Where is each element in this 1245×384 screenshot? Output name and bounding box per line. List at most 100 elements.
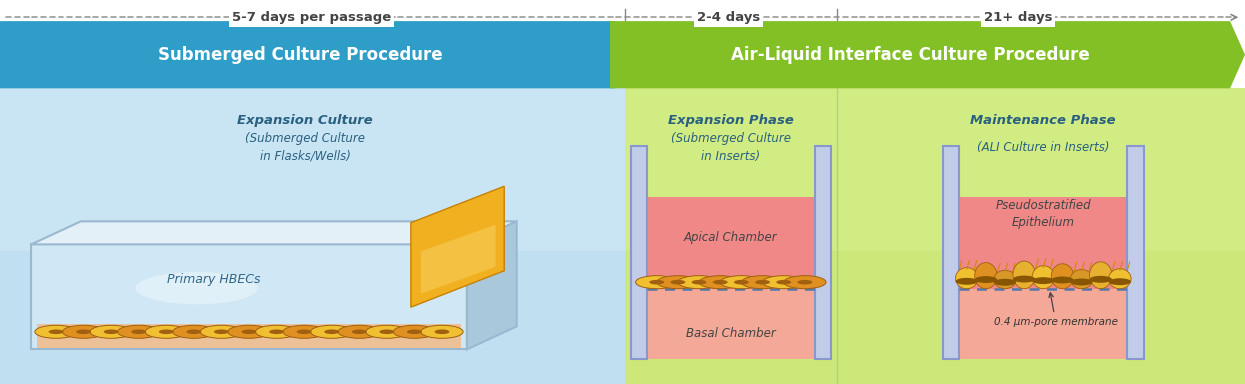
Bar (647, 197, 814, 289)
Circle shape (49, 329, 63, 334)
Ellipse shape (1071, 270, 1093, 289)
Circle shape (90, 325, 132, 338)
Circle shape (103, 329, 118, 334)
Circle shape (679, 276, 720, 289)
Circle shape (407, 329, 422, 334)
Circle shape (366, 325, 408, 338)
Text: Air-Liquid Interface Culture Procedure: Air-Liquid Interface Culture Procedure (731, 46, 1089, 64)
Circle shape (173, 325, 215, 338)
Text: Expansion Phase: Expansion Phase (667, 114, 794, 127)
Circle shape (159, 329, 174, 334)
Circle shape (700, 276, 742, 289)
Circle shape (131, 329, 146, 334)
Circle shape (670, 280, 686, 285)
Circle shape (1032, 277, 1055, 284)
Circle shape (242, 329, 256, 334)
Bar (0, 88, 625, 384)
Bar (630, 146, 647, 359)
Circle shape (1051, 276, 1073, 283)
Ellipse shape (975, 263, 997, 289)
Text: Expansion Culture: Expansion Culture (237, 114, 374, 127)
Circle shape (187, 329, 202, 334)
Text: 0.4 μm-pore membrane: 0.4 μm-pore membrane (994, 293, 1118, 327)
Text: (Submerged Culture
in Inserts): (Submerged Culture in Inserts) (671, 132, 791, 162)
Circle shape (393, 325, 436, 338)
Circle shape (1109, 278, 1130, 285)
Circle shape (1013, 276, 1036, 283)
Circle shape (62, 325, 105, 338)
Bar (0, 88, 625, 251)
Ellipse shape (1032, 266, 1055, 289)
Ellipse shape (1051, 264, 1073, 289)
Bar (1128, 146, 1143, 359)
Ellipse shape (994, 270, 1016, 289)
Circle shape (741, 276, 784, 289)
Circle shape (754, 280, 769, 285)
Circle shape (1089, 276, 1112, 283)
Text: Apical Chamber: Apical Chamber (684, 231, 778, 244)
Circle shape (421, 325, 463, 338)
Circle shape (691, 280, 707, 285)
Circle shape (146, 325, 188, 338)
Polygon shape (31, 221, 517, 244)
Circle shape (650, 280, 665, 285)
Circle shape (380, 329, 395, 334)
Text: Basal Chamber: Basal Chamber (686, 327, 776, 340)
Polygon shape (467, 221, 517, 349)
Text: 5-7 days per passage: 5-7 days per passage (232, 11, 391, 24)
Text: Primary HBECs: Primary HBECs (167, 273, 261, 286)
Circle shape (776, 280, 792, 285)
Polygon shape (421, 225, 496, 294)
Text: 2-4 days: 2-4 days (697, 11, 759, 24)
Circle shape (956, 278, 979, 285)
Circle shape (797, 280, 812, 285)
Text: 21+ days: 21+ days (984, 11, 1053, 24)
Ellipse shape (1109, 269, 1130, 289)
Bar (647, 289, 814, 359)
Ellipse shape (136, 272, 258, 304)
Bar (37, 324, 461, 348)
Bar (31, 244, 467, 349)
Circle shape (200, 325, 243, 338)
Bar (959, 289, 1128, 359)
Text: Maintenance Phase: Maintenance Phase (971, 114, 1116, 127)
Circle shape (214, 329, 229, 334)
Text: (ALI Culture in Inserts): (ALI Culture in Inserts) (977, 141, 1109, 154)
Circle shape (255, 325, 298, 338)
Circle shape (117, 325, 159, 338)
Circle shape (76, 329, 91, 334)
Circle shape (324, 329, 339, 334)
Circle shape (269, 329, 284, 334)
Bar (959, 197, 1128, 289)
Ellipse shape (956, 268, 979, 289)
Polygon shape (610, 21, 1245, 88)
Circle shape (310, 325, 352, 338)
Ellipse shape (1013, 261, 1036, 289)
Text: Pseudostratified
Epithelium: Pseudostratified Epithelium (996, 199, 1091, 229)
Circle shape (352, 329, 367, 334)
Bar (625, 88, 1245, 384)
Circle shape (435, 329, 449, 334)
Circle shape (712, 280, 728, 285)
Circle shape (636, 276, 677, 289)
Text: Submerged Culture Procedure: Submerged Culture Procedure (158, 46, 442, 64)
Circle shape (720, 276, 762, 289)
Circle shape (657, 276, 700, 289)
Circle shape (228, 325, 270, 338)
Text: (Submerged Culture
in Flasks/Wells): (Submerged Culture in Flasks/Wells) (245, 132, 365, 162)
Ellipse shape (1089, 262, 1112, 289)
Circle shape (283, 325, 325, 338)
Circle shape (733, 280, 749, 285)
Circle shape (296, 329, 311, 334)
Bar (625, 88, 1245, 251)
Circle shape (994, 279, 1016, 286)
Circle shape (762, 276, 804, 289)
Circle shape (975, 276, 997, 283)
Bar (814, 146, 832, 359)
Bar (944, 146, 960, 359)
Circle shape (339, 325, 381, 338)
Polygon shape (411, 186, 504, 307)
Circle shape (35, 325, 77, 338)
Circle shape (784, 276, 827, 289)
Circle shape (1071, 278, 1093, 285)
